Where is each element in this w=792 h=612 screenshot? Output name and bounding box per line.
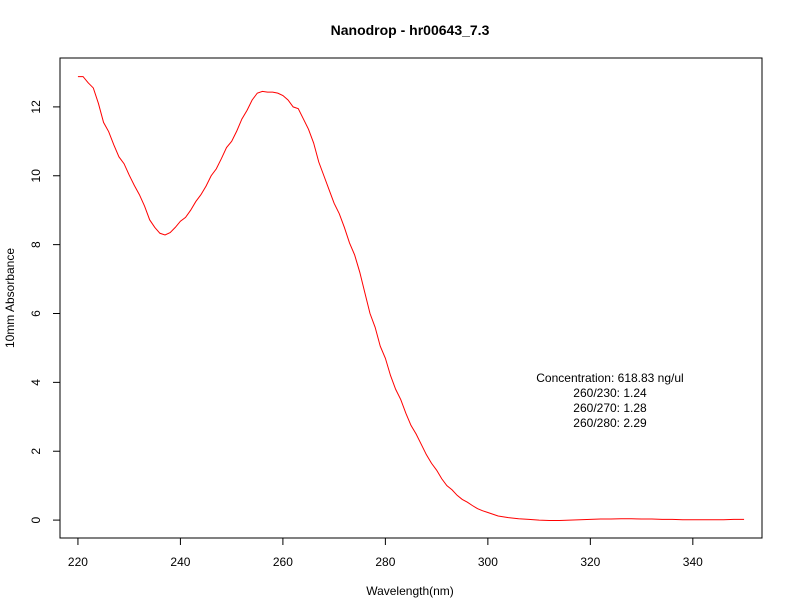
x-tick-label: 320 (580, 555, 600, 569)
x-tick-label: 220 (68, 555, 88, 569)
ratio-260-230-text: 260/230: 1.24 (573, 386, 647, 400)
ratio-260-270-text: 260/270: 1.28 (573, 401, 647, 415)
x-tick-label: 300 (478, 555, 498, 569)
x-axis-label: Wavelength(nm) (366, 584, 454, 598)
y-tick-label: 4 (29, 379, 43, 386)
x-axis: 220 240 260 280 300 320 340 (68, 537, 703, 569)
x-tick-label: 340 (683, 555, 703, 569)
y-tick-label: 12 (29, 100, 43, 114)
concentration-text: Concentration: 618.83 ng/ul (536, 371, 683, 385)
y-axis: 0 2 4 6 8 10 12 (29, 100, 61, 523)
x-tick-label: 280 (375, 555, 395, 569)
y-tick-label: 2 (29, 448, 43, 455)
chart-title: Nanodrop - hr00643_7.3 (331, 22, 490, 38)
y-tick-label: 10 (29, 169, 43, 183)
y-axis-label: 10mm Absorbance (3, 248, 17, 348)
x-tick-label: 260 (273, 555, 293, 569)
absorbance-series-line (77, 76, 745, 521)
x-tick-label: 240 (170, 555, 190, 569)
sample-stats-annotation: Concentration: 618.83 ng/ul 260/230: 1.2… (536, 371, 683, 430)
ratio-260-280-text: 260/280: 2.29 (573, 416, 647, 430)
y-tick-label: 0 (29, 516, 43, 523)
y-tick-label: 8 (29, 241, 43, 248)
y-tick-label: 6 (29, 310, 43, 317)
